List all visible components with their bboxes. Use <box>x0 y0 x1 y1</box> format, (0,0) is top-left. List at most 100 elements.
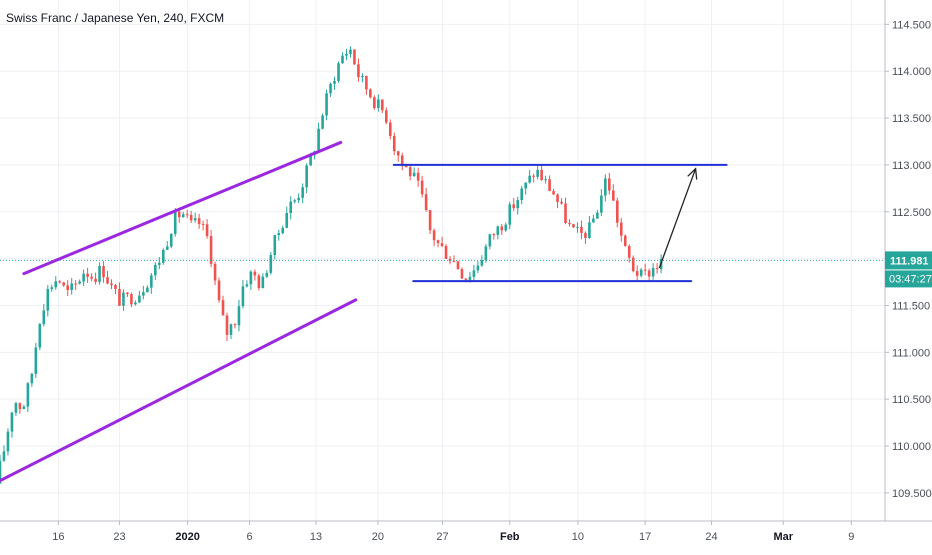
x-tick-label: 24 <box>705 531 717 543</box>
candle-body-down <box>185 214 189 216</box>
candle-body-down <box>643 269 647 271</box>
candle-body-down <box>608 178 611 191</box>
candle-body-down <box>253 271 257 276</box>
candle-body-up <box>161 249 165 263</box>
candle-body-up <box>341 55 344 64</box>
candle-body-up <box>293 200 297 202</box>
candle-body-up <box>146 287 149 293</box>
candle-body-up <box>237 306 241 326</box>
candle-body-down <box>556 194 559 202</box>
candle-body-up <box>6 431 10 452</box>
candle-body-up <box>261 276 265 289</box>
candle-body-down <box>532 175 535 177</box>
candle-body-up <box>42 310 46 325</box>
candle-body-up <box>484 246 488 261</box>
candle-body-up <box>472 270 476 277</box>
y-tick-label: 111.500 <box>892 300 930 312</box>
candle-body-down <box>94 278 97 282</box>
candle-body-down <box>357 64 360 78</box>
candle-body-up <box>54 281 58 288</box>
candle-body-up <box>98 265 101 282</box>
candle-body-down <box>130 294 133 305</box>
candle-body-up <box>496 226 500 235</box>
price-labels: 111.981 03:47:27 <box>885 251 932 288</box>
candle-body-up <box>142 292 145 296</box>
x-tick-label: 6 <box>247 531 253 543</box>
candle-body-up <box>349 49 352 54</box>
candle-body-up <box>412 172 416 177</box>
time-axis[interactable]: 16 23 2020 6 13 20 27 Feb 10 17 24 Mar 9 <box>52 521 854 543</box>
x-tick-label: 16 <box>52 531 64 543</box>
projection-arrow[interactable] <box>658 168 697 269</box>
candle-body-down <box>90 276 93 279</box>
grid <box>0 0 885 521</box>
candle-body-down <box>560 201 563 204</box>
x-tick-label: 13 <box>310 531 322 543</box>
candle-body-up <box>241 286 245 307</box>
candle-body-down <box>500 226 504 231</box>
candle-body-down <box>257 275 261 289</box>
candle-body-down <box>365 75 368 90</box>
x-tick-label: 20 <box>372 531 384 543</box>
candle-body-up <box>504 224 508 231</box>
y-tick-label: 110.500 <box>892 394 931 406</box>
candle-body-up <box>524 182 527 189</box>
candle-body-down <box>416 172 420 181</box>
candle-body-up <box>273 235 277 255</box>
candle-body-down <box>655 268 659 270</box>
candle-body-down <box>452 261 456 263</box>
candle-body-down <box>213 263 217 281</box>
candle-body-down <box>118 288 121 306</box>
candle-body-up <box>30 373 34 384</box>
candle-body-down <box>540 169 543 181</box>
candle-body-up <box>536 169 539 177</box>
channel-upper-line[interactable] <box>22 140 343 276</box>
candle-body-down <box>197 218 201 224</box>
candle-body-down <box>612 190 615 201</box>
candle-body-up <box>229 324 233 335</box>
candle-body-down <box>552 191 555 195</box>
candle-body-down <box>580 226 583 233</box>
x-tick-label: 9 <box>848 531 854 543</box>
candle-body-up <box>2 451 6 461</box>
x-tick-label: Feb <box>500 531 520 543</box>
candle-body-up <box>82 273 85 282</box>
countdown-badge <box>885 270 932 288</box>
y-tick-label: 110.000 <box>892 441 931 453</box>
candle-body-up <box>150 275 153 288</box>
candle-body-up <box>592 218 595 223</box>
candle-body-up <box>604 178 607 196</box>
candle-body-down <box>201 223 205 225</box>
candle-body-down <box>460 269 464 279</box>
candle-body-down <box>106 277 109 284</box>
candle-body-up <box>134 302 137 305</box>
candle-body-up <box>10 412 14 432</box>
candle-body-up <box>508 204 512 225</box>
last-price-badge <box>885 251 932 270</box>
candle-body-up <box>78 281 81 284</box>
candle-body-up <box>321 115 324 129</box>
candle-body-up <box>249 271 253 285</box>
candle-body-up <box>317 128 320 152</box>
candle-body-up <box>70 283 73 291</box>
candle-body-down <box>619 222 623 236</box>
candle-body-up <box>165 246 169 250</box>
candle-body-down <box>631 257 635 272</box>
x-tick-label: 2020 <box>175 531 199 543</box>
candle-body-up <box>122 292 125 306</box>
candle-body-down <box>424 194 428 211</box>
candle-body-down <box>647 270 651 277</box>
candle-body-down <box>512 204 516 209</box>
channel-lower-line[interactable] <box>0 298 358 483</box>
candle-body-down <box>66 285 70 291</box>
candle-body-down <box>221 300 225 316</box>
candle-body-down <box>225 315 229 335</box>
chart-title: Swiss Franc / Japanese Yen, 240, FXCM <box>6 11 224 25</box>
candle-body-up <box>325 93 328 116</box>
candle-body-down <box>623 235 627 246</box>
candle-body-down <box>126 292 129 295</box>
candle-body-down <box>444 245 448 259</box>
candle-body-up <box>305 165 308 188</box>
candle-body-down <box>464 278 468 280</box>
